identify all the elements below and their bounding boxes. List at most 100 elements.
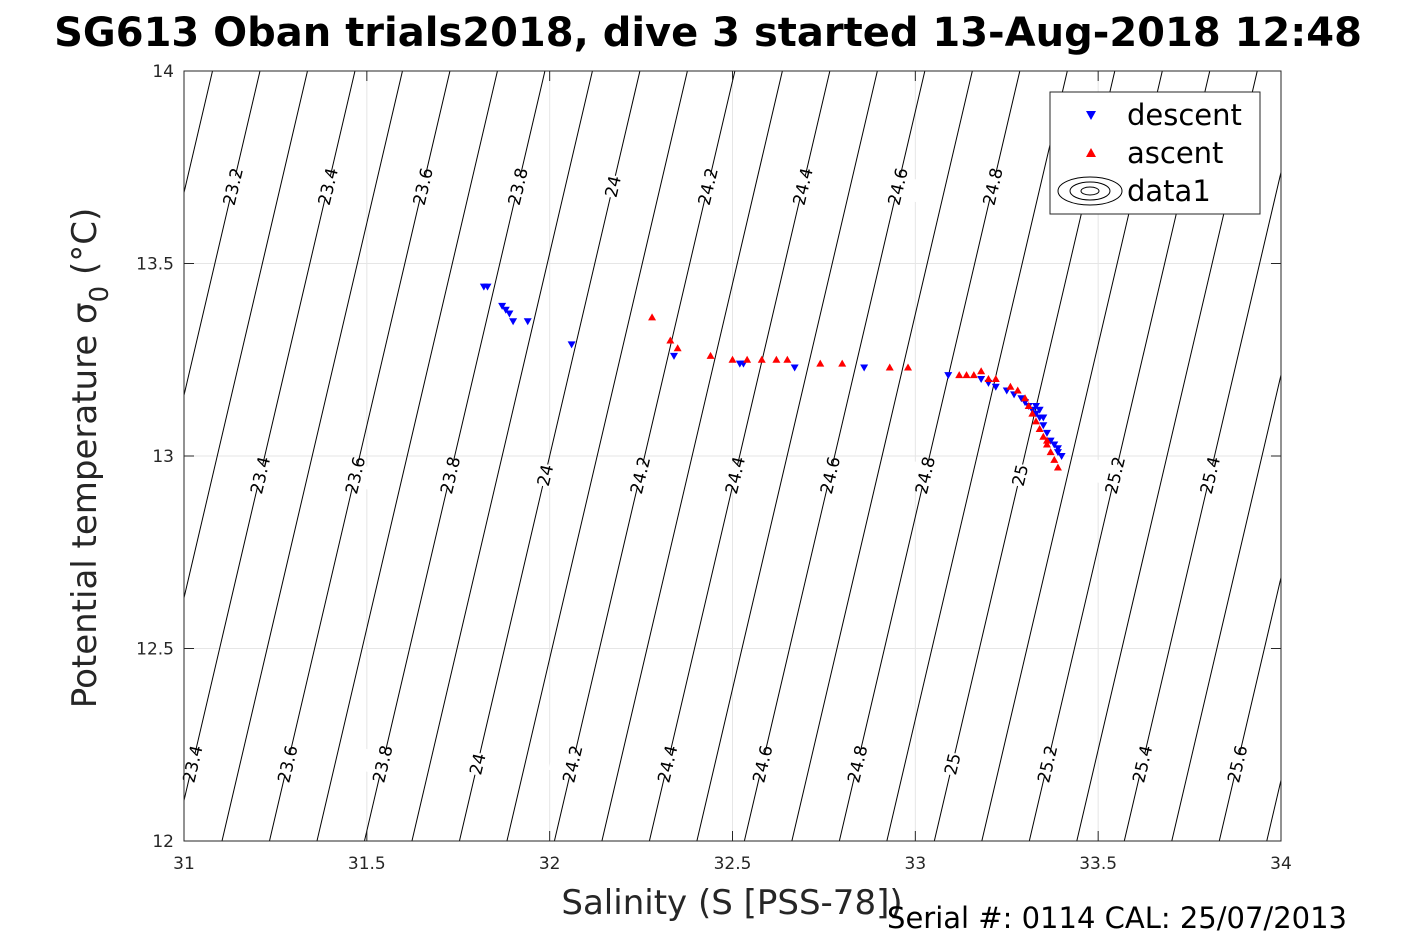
legend-descent-label: descent <box>1127 98 1242 132</box>
contour-label-gap <box>996 459 1044 491</box>
contour-label-gap <box>236 459 285 491</box>
contour-label-gap <box>453 748 502 780</box>
contour-label-gap <box>548 748 597 780</box>
ascent-marker <box>1042 440 1051 448</box>
y-tick-label: 12 <box>152 832 174 852</box>
ascent-marker <box>885 363 894 371</box>
y-axis-label-main: Potential temperature σ <box>65 302 105 708</box>
legend-ascent-label: ascent <box>1127 136 1223 170</box>
descent-marker <box>1039 422 1048 430</box>
ascent-marker <box>772 355 781 363</box>
contour-label: 24 <box>466 751 490 777</box>
contour-line <box>184 71 308 601</box>
ascent-marker <box>673 344 682 352</box>
ascent-marker <box>991 375 1000 382</box>
ascent-marker <box>1039 432 1048 440</box>
contour-label-gap <box>928 748 977 780</box>
descent-marker <box>991 383 1000 391</box>
contour-line <box>506 71 688 841</box>
descent-marker <box>1057 453 1066 460</box>
y-tick-label: 13.5 <box>136 255 174 275</box>
ascent-marker <box>984 375 993 382</box>
x-tick-label: 31.5 <box>348 854 386 874</box>
contour-label-gap <box>1118 748 1167 780</box>
contour-line <box>791 71 973 841</box>
legend-ascent-marker <box>1086 148 1096 157</box>
ascent-marker <box>838 359 847 367</box>
axis-ticks: 31 31.5 32 32.5 33 33.5 34 12 12.5 13 13.5 14 <box>136 62 1292 874</box>
contour-label-gap <box>208 170 257 203</box>
contour-line <box>1171 372 1281 841</box>
contour-label-gap <box>901 459 949 491</box>
contour-label-gap <box>263 748 312 780</box>
ascent-marker <box>904 363 913 371</box>
descent-marker <box>1046 437 1055 445</box>
contour-label-gap <box>1213 748 1262 780</box>
contour-line <box>268 71 451 841</box>
contour-label-gap <box>711 459 760 491</box>
contour-label-gap <box>398 170 447 203</box>
descent-marker <box>1032 402 1041 410</box>
ascent-marker <box>1053 463 1062 471</box>
ascent-marker <box>1050 455 1059 463</box>
ascent-marker <box>977 367 986 375</box>
contour-line <box>1123 170 1281 841</box>
contour-label-gap <box>331 459 380 491</box>
ascent-marker <box>1028 409 1037 417</box>
descent-marker <box>1042 429 1051 437</box>
y-tick-label: 13 <box>152 447 174 467</box>
descent-marker <box>483 283 492 291</box>
ascent-marker <box>1035 425 1044 433</box>
y-tick-label: 12.5 <box>136 640 174 660</box>
contour-label-gap <box>303 170 352 203</box>
contour-line <box>601 71 783 841</box>
contour-label-gap <box>873 170 922 203</box>
ascent-marker <box>666 336 675 344</box>
ascent-marker <box>728 355 737 363</box>
contour-label-gap <box>833 748 882 780</box>
legend-contour-label: data1 <box>1127 174 1211 208</box>
ascent-marker <box>1046 448 1055 456</box>
descent-marker <box>505 310 514 318</box>
contour-label-gap <box>426 459 475 491</box>
ascent-marker <box>757 355 766 363</box>
ascent-marker <box>969 371 978 379</box>
serial-cal-footer: Serial #: 0114 CAL: 25/07/2013 <box>887 901 1347 935</box>
descent-marker <box>1032 410 1041 418</box>
contour-line <box>838 71 1021 841</box>
ascent-marker <box>783 355 792 363</box>
descent-marker <box>944 372 953 380</box>
descent-marker <box>1053 449 1062 457</box>
descent-marker <box>669 352 678 360</box>
contour-label-gap <box>358 748 407 780</box>
x-tick-label: 32 <box>539 854 561 874</box>
contour-line <box>458 71 641 841</box>
contour-line <box>1218 575 1281 841</box>
contour-line <box>184 71 356 803</box>
descent-marker <box>498 302 507 310</box>
ascent-marker <box>648 313 657 321</box>
ascent-marker <box>706 351 715 359</box>
contour-line <box>363 71 546 841</box>
contour-label-gap <box>738 748 787 780</box>
legend-descent-marker <box>1086 111 1096 120</box>
contour-label-gap <box>493 170 542 203</box>
x-tick-label: 31 <box>173 854 195 874</box>
contour-label-gap <box>806 459 855 491</box>
data-markers <box>479 283 1066 471</box>
contour-label-gap <box>1091 459 1139 491</box>
ascent-marker <box>955 371 964 379</box>
descent-marker <box>790 364 799 372</box>
contour-label-gap <box>1186 459 1234 491</box>
y-axis-label: Potential temperature σ0 (°C) <box>65 208 115 708</box>
ascent-marker <box>1042 436 1051 444</box>
descent-marker <box>1050 441 1059 449</box>
contour-label-gap <box>1023 748 1072 780</box>
contour-line <box>743 71 926 841</box>
contour-line <box>316 71 498 841</box>
contour-line <box>648 71 831 841</box>
contour-label-gap <box>616 459 665 491</box>
descent-marker <box>501 306 510 314</box>
contour-line <box>411 71 593 841</box>
